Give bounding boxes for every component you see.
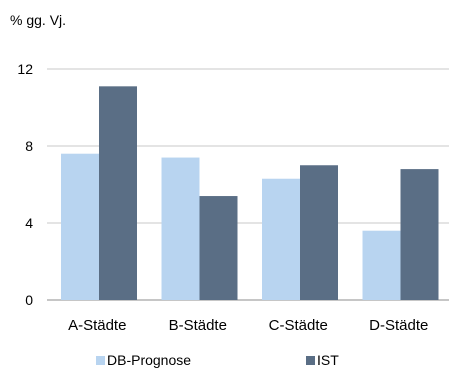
bar-db-prognose xyxy=(61,153,99,300)
legend-swatch-db-prognose xyxy=(96,355,105,365)
y-tick-label: 0 xyxy=(25,292,33,308)
legend-label-ist: IST xyxy=(317,352,339,368)
x-tick-label: A-Städte xyxy=(68,317,126,334)
bar-db-prognose xyxy=(161,157,200,300)
legend-item-db-prognose: DB-Prognose xyxy=(96,352,191,368)
y-axis-title: % gg. Vj. xyxy=(10,12,67,28)
x-tick-label: C-Städte xyxy=(269,317,328,334)
legend-swatch-ist xyxy=(306,355,315,365)
bar-db-prognose xyxy=(362,230,401,300)
legend-item-ist: IST xyxy=(306,352,339,368)
bar-db-prognose xyxy=(262,178,300,300)
y-tick-label: 4 xyxy=(25,215,33,231)
x-tick-label: B-Städte xyxy=(169,317,227,334)
legend: DB-Prognose IST xyxy=(0,352,449,372)
y-tick-label: 8 xyxy=(25,138,33,154)
bar-ist xyxy=(300,165,338,300)
bar-ist xyxy=(99,86,137,300)
y-tick-label: 12 xyxy=(17,61,33,77)
x-tick-label: D-Städte xyxy=(369,317,428,334)
bar-ist xyxy=(199,196,238,300)
bar-ist xyxy=(400,169,439,300)
legend-label-db-prognose: DB-Prognose xyxy=(107,352,192,368)
